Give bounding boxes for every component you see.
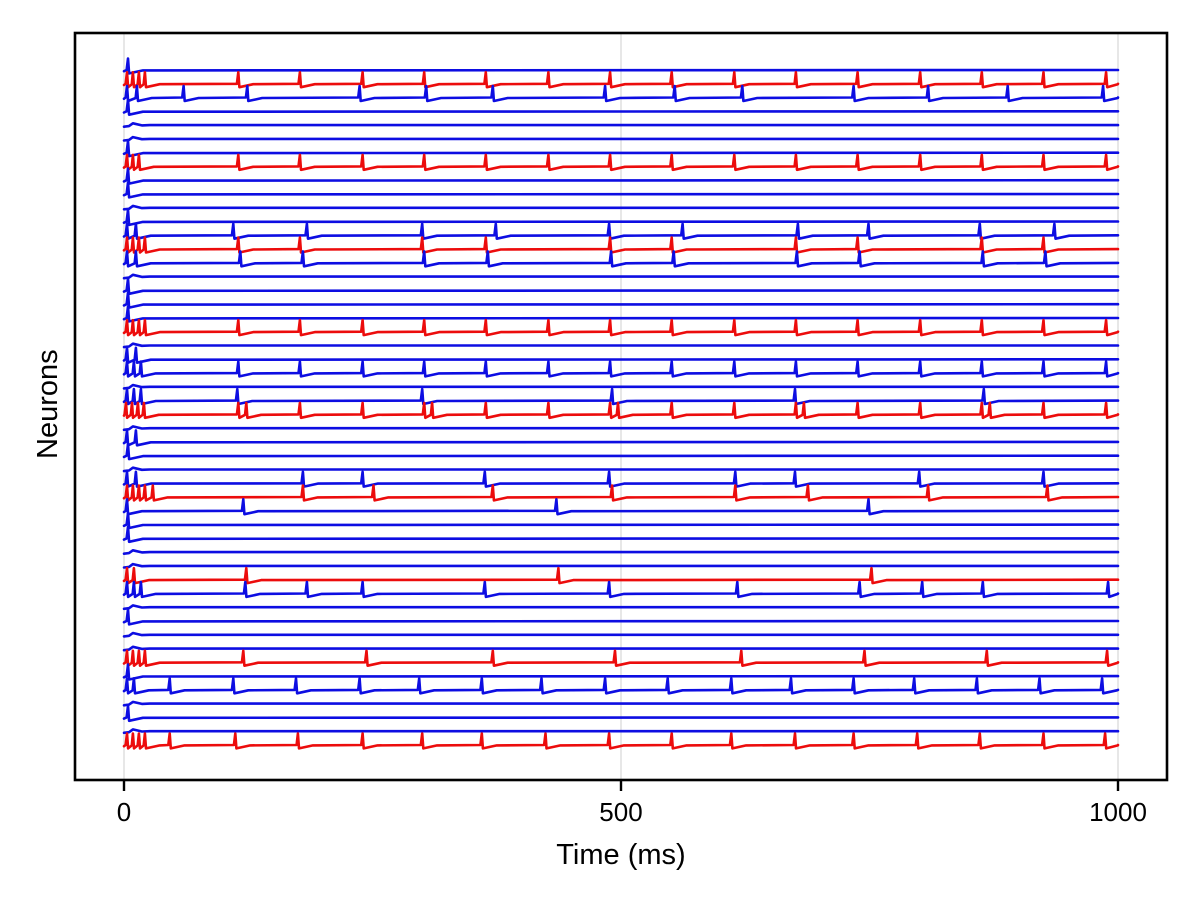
plot-border <box>73 31 1169 782</box>
y-axis-label: Neurons <box>32 349 64 459</box>
x-tick-label-500: 500 <box>599 797 643 827</box>
neuron-trace-22-excitatory <box>122 346 1120 364</box>
neuron-trace-38-inhibitory <box>122 566 1120 585</box>
neuron-trace-1-excitatory <box>122 57 1120 75</box>
neuron-trace-50-inhibitory <box>122 732 1120 750</box>
neuron-trace-16-excitatory <box>122 273 1120 280</box>
neuron-trace-21-excitatory <box>122 342 1120 349</box>
neuron-trace-24-excitatory <box>122 383 1120 390</box>
neuron-trace-39-excitatory <box>122 580 1120 599</box>
neuron-trace-4-excitatory <box>122 98 1120 116</box>
neuron-trace-23-excitatory <box>122 360 1120 378</box>
neuron-trace-13-excitatory <box>122 222 1120 240</box>
neuron-trace-30-excitatory <box>122 466 1120 473</box>
neuron-trace-9-excitatory <box>122 167 1120 185</box>
neuron-trace-20-inhibitory <box>122 318 1120 337</box>
neuron-trace-7-excitatory <box>122 139 1120 158</box>
neuron-trace-36-excitatory <box>122 549 1120 555</box>
neuron-trace-44-inhibitory <box>122 649 1120 667</box>
neuron-trace-49-excitatory <box>122 728 1120 735</box>
neuron-trace-19-excitatory <box>122 305 1120 323</box>
neuron-trace-31-excitatory <box>122 470 1120 488</box>
neuron-trace-29-excitatory <box>122 442 1120 461</box>
neuron-trace-12-excitatory <box>122 208 1120 227</box>
neuron-trace-27-excitatory <box>122 425 1120 432</box>
neuron-trace-37-excitatory <box>122 562 1120 569</box>
neuron-trace-48-excitatory <box>122 704 1120 723</box>
neuron-trace-33-excitatory <box>122 498 1120 516</box>
neuron-trace-17-excitatory <box>122 277 1120 296</box>
x-axis-label: Time (ms) <box>556 839 686 871</box>
neuron-trace-34-excitatory <box>122 511 1120 530</box>
neuron-trace-32-inhibitory <box>122 484 1120 502</box>
neuron-trace-14-inhibitory <box>122 236 1120 254</box>
neuron-trace-41-excitatory <box>122 608 1120 626</box>
neuron-trace-35-excitatory <box>122 525 1120 544</box>
neuron-trace-6-excitatory <box>122 135 1120 142</box>
neuron-trace-5-excitatory <box>122 122 1120 128</box>
neuron-trace-3-excitatory <box>122 84 1120 103</box>
neuron-trace-2-inhibitory <box>122 71 1120 89</box>
neuron-trace-18-excitatory <box>122 291 1120 309</box>
neuron-trace-46-excitatory <box>122 677 1120 695</box>
neuron-trace-43-excitatory <box>122 645 1120 652</box>
neuron-trace-47-excitatory <box>122 700 1120 707</box>
neuron-trace-42-excitatory <box>122 631 1120 638</box>
neuron-trace-45-excitatory <box>122 663 1120 681</box>
neuron-trace-40-excitatory <box>122 604 1120 611</box>
neuron-trace-15-excitatory <box>122 250 1120 268</box>
neuron-trace-28-excitatory <box>122 429 1120 447</box>
x-tick-label-1000: 1000 <box>1089 797 1147 827</box>
neuron-trace-8-inhibitory <box>122 153 1120 172</box>
neuron-trace-10-excitatory <box>122 181 1120 199</box>
neuron-trace-26-inhibitory <box>122 401 1120 420</box>
x-tick-label-0: 0 <box>116 797 132 827</box>
